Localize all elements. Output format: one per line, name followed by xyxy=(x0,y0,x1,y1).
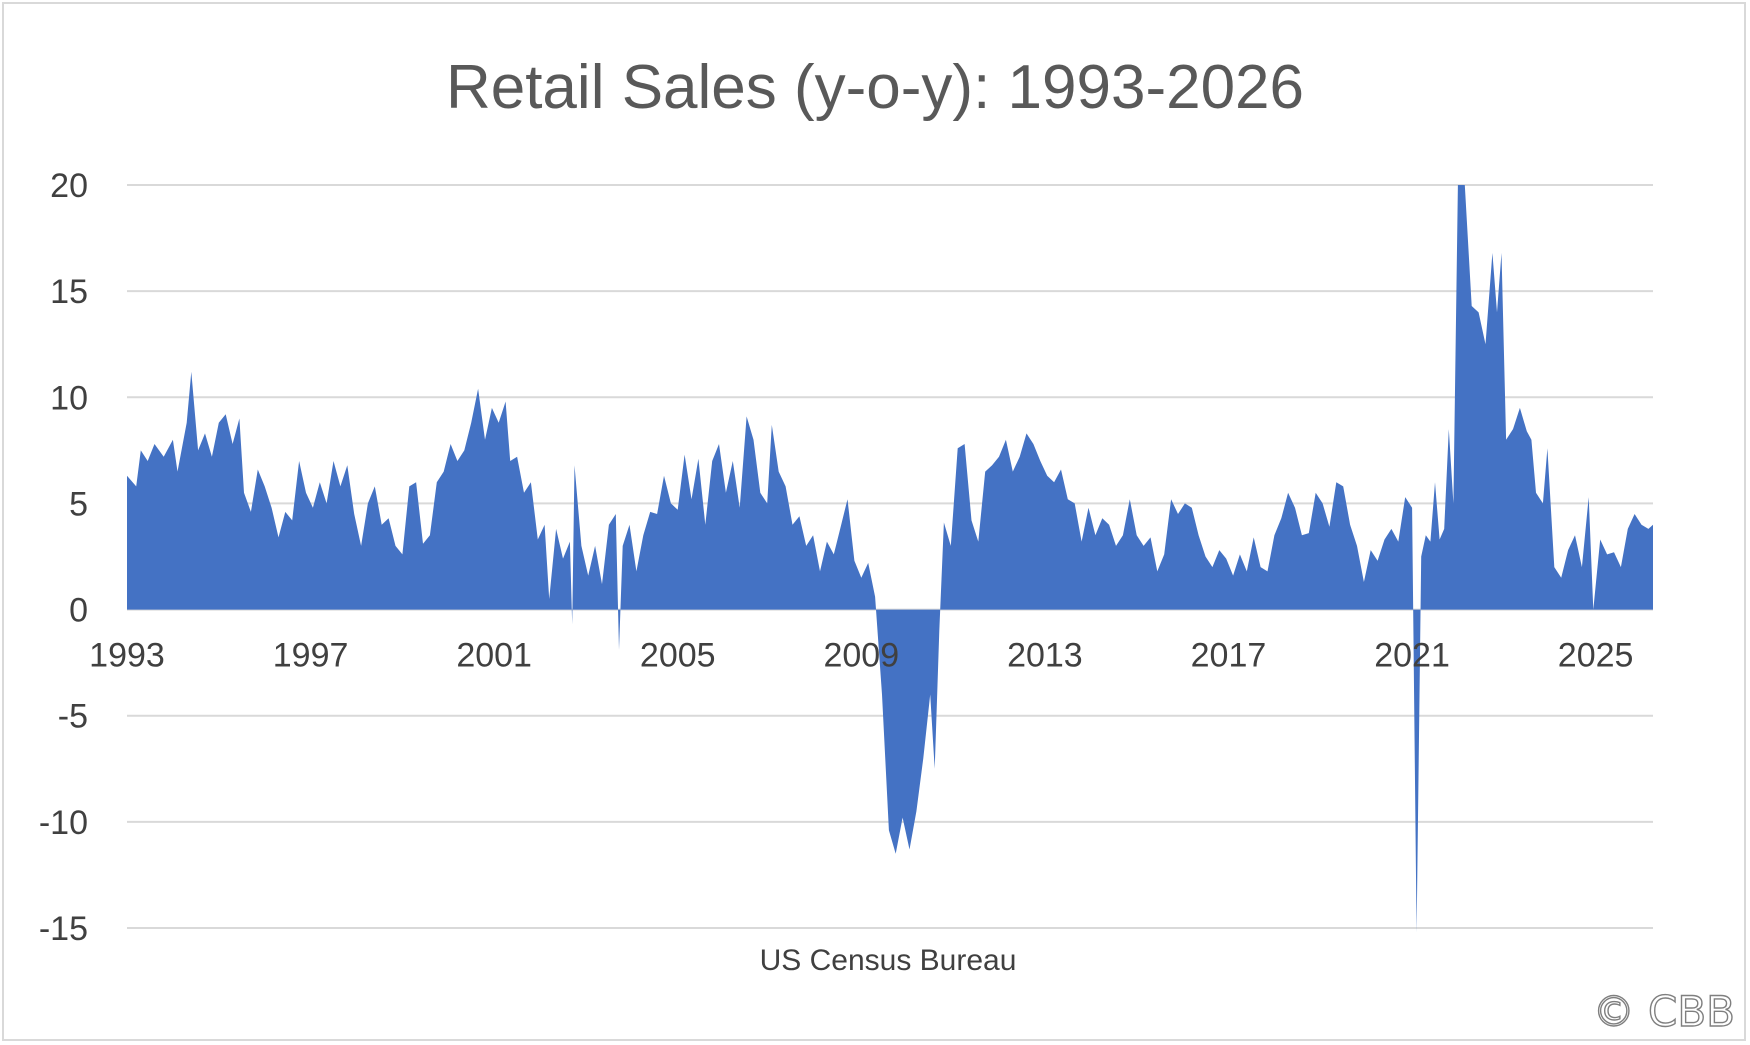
y-tick-label: 20 xyxy=(50,167,88,205)
y-tick-label: -5 xyxy=(58,698,88,736)
area-series-layer xyxy=(127,185,1653,933)
x-tick-label: 2025 xyxy=(1558,637,1634,675)
series-area xyxy=(127,185,1653,933)
x-tick-label: 2013 xyxy=(1007,637,1083,675)
y-axis-tick-labels: 20 15 10 5 0 -5 -10 -15 xyxy=(39,167,88,948)
y-tick-label: 15 xyxy=(50,273,88,311)
x-tick-label: 1993 xyxy=(89,637,165,675)
chart-title: Retail Sales (y-o-y): 1993-2026 xyxy=(446,53,1304,122)
y-tick-label: 0 xyxy=(69,592,88,630)
x-tick-label: 2001 xyxy=(456,637,532,675)
x-tick-label: 2021 xyxy=(1374,637,1450,675)
y-tick-label: 5 xyxy=(69,485,88,523)
x-axis-tick-labels: 1993 1997 2001 2005 2009 2013 2017 2021 2025 xyxy=(89,637,1633,675)
x-tick-label: 2005 xyxy=(640,637,716,675)
x-tick-label: 2009 xyxy=(823,637,899,675)
y-tick-label: -10 xyxy=(39,804,88,842)
x-tick-label: 2017 xyxy=(1191,637,1267,675)
copyright-watermark: © CBB xyxy=(1593,987,1735,1036)
source-note: US Census Bureau xyxy=(760,944,1017,977)
x-tick-label: 1997 xyxy=(273,637,349,675)
y-tick-label: 10 xyxy=(50,379,88,417)
y-tick-label: -15 xyxy=(39,910,88,948)
